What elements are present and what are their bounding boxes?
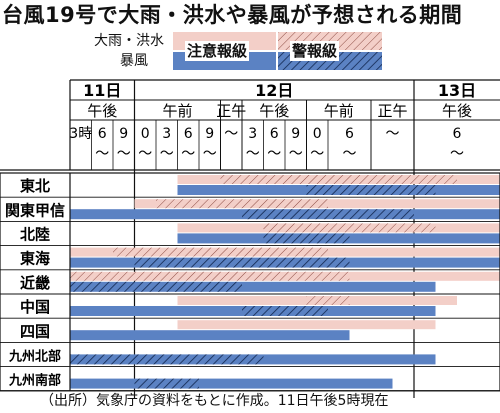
- rain-bar-advisory: [349, 271, 500, 281]
- rain-bar-advisory: [134, 199, 156, 209]
- region-label: 中国: [20, 298, 50, 316]
- legend-warning-label: 警報級: [290, 41, 340, 61]
- period-label: 午前: [324, 102, 354, 120]
- day-label: 11日: [83, 81, 121, 100]
- wind-bar-warning: [70, 281, 242, 292]
- wind-bar-warning: [134, 378, 199, 389]
- hour-label: ～: [246, 146, 260, 162]
- day-label: 13日: [438, 81, 476, 100]
- wind-bar-advisory: [328, 306, 436, 316]
- wind-bar-advisory: [177, 233, 264, 244]
- region-label: 東北: [20, 177, 50, 195]
- region-label: 四国: [20, 322, 50, 340]
- wind-bar-warning: [134, 257, 350, 268]
- rain-bar-warning: [70, 271, 350, 281]
- hour-label: 6: [453, 126, 462, 142]
- region-label: 九州北部: [8, 349, 61, 365]
- rain-bar-advisory: [177, 175, 221, 184]
- hour-label: ～: [267, 146, 281, 162]
- rain-bar-advisory: [349, 296, 457, 305]
- wind-bar-advisory: [414, 209, 500, 220]
- region-label: 関東甲信: [5, 201, 65, 219]
- legend-advisory-label: 注意報級: [185, 41, 250, 61]
- hour-label: 9: [119, 126, 128, 142]
- hour-label: ～: [117, 146, 131, 162]
- rain-bar-warning: [306, 296, 350, 305]
- period-label: 午後: [259, 102, 289, 120]
- wind-bar-advisory: [70, 257, 135, 268]
- rain-bar-advisory: [457, 175, 500, 184]
- rain-bar-warning: [156, 199, 328, 209]
- hour-label: ～: [289, 146, 303, 162]
- hour-label: ～: [95, 146, 109, 162]
- wind-bar-warning: [242, 209, 414, 220]
- wind-bar-advisory: [435, 185, 500, 195]
- wind-bar-advisory: [349, 233, 500, 244]
- legend-rain-label: 大雨・洪水: [94, 33, 164, 49]
- hour-label: 0: [313, 126, 322, 142]
- hour-label: ～: [386, 126, 400, 142]
- rain-bar-advisory: [70, 247, 113, 257]
- hour-label: 6: [98, 126, 107, 142]
- hour-label: ～: [343, 146, 357, 162]
- hour-label: 3時: [69, 126, 92, 142]
- period-label: 正午: [377, 102, 407, 120]
- wind-bar-advisory: [349, 257, 500, 268]
- hour-label: ～: [450, 146, 464, 162]
- region-label: 近畿: [20, 274, 50, 292]
- hour-label: 3: [248, 126, 257, 142]
- wind-bar-warning: [263, 233, 350, 244]
- wind-bar-advisory: [70, 378, 135, 389]
- wind-bar-advisory: [242, 281, 436, 292]
- rain-bar-advisory: [177, 296, 307, 305]
- region-label: 九州南部: [8, 373, 61, 389]
- hour-label: 3: [162, 126, 171, 142]
- wind-bar-warning: [242, 306, 328, 316]
- period-label: 午後: [87, 102, 117, 120]
- region-label: 北陸: [20, 226, 50, 244]
- hour-label: ～: [203, 146, 217, 162]
- rain-bar-warning: [113, 247, 328, 257]
- period-label: 午後: [442, 102, 472, 120]
- rain-bar-warning: [263, 223, 436, 233]
- hour-label: 0: [141, 126, 150, 142]
- hour-label: 6: [184, 126, 193, 142]
- region-label: 東海: [20, 250, 50, 268]
- rain-bar-advisory: [177, 320, 436, 330]
- wind-bar-advisory: [70, 306, 242, 316]
- legend-wind-label: 暴風: [120, 53, 148, 69]
- period-label: 正午: [216, 102, 246, 120]
- wind-bar-advisory: [263, 354, 436, 365]
- hour-label: ～: [310, 146, 324, 162]
- hour-label: 9: [291, 126, 300, 142]
- hour-label: ～: [138, 146, 152, 162]
- rain-bar-advisory: [177, 223, 264, 233]
- period-label: 午前: [162, 102, 192, 120]
- source-note: （出所）気象庁の資料をもとに作成。11日午後5時現在: [40, 393, 389, 409]
- wind-bar-advisory: [70, 330, 350, 341]
- rain-bar-advisory: [328, 199, 500, 209]
- rain-bar-warning: [220, 175, 457, 184]
- hour-label: ～: [160, 146, 174, 162]
- hour-label: ～: [224, 126, 238, 142]
- hour-label: ～: [181, 146, 195, 162]
- chart-title: 台風19号で大雨・洪水や暴風が予想される期間: [2, 3, 463, 27]
- wind-bar-advisory: [70, 209, 242, 220]
- hour-label: 6: [345, 126, 354, 142]
- wind-bar-warning: [306, 185, 436, 195]
- wind-bar-advisory: [199, 378, 393, 389]
- day-label: 12日: [255, 81, 293, 100]
- rain-bar-advisory: [435, 223, 500, 233]
- rain-bar-advisory: [328, 247, 500, 257]
- wind-bar-warning: [70, 354, 264, 365]
- wind-bar-advisory: [177, 185, 307, 195]
- hour-label: 9: [205, 126, 214, 142]
- hour-label: 6: [270, 126, 279, 142]
